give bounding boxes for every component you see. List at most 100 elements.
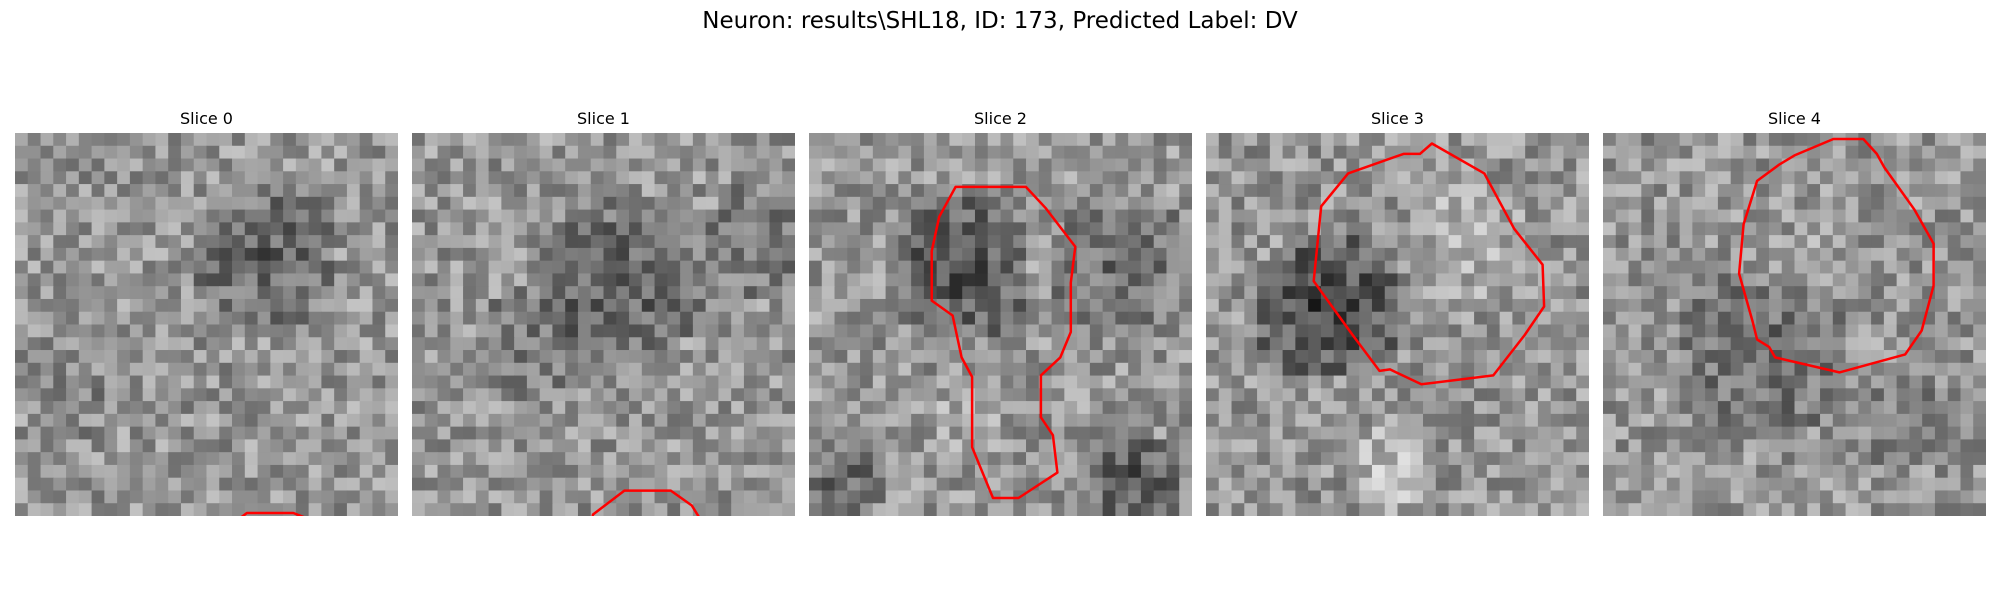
image-pixel: [1768, 388, 1783, 402]
image-pixel: [667, 133, 681, 147]
image-pixel: [1448, 452, 1462, 466]
image-pixel: [1679, 184, 1693, 198]
image-pixel: [488, 401, 502, 415]
image-pixel: [1641, 401, 1655, 415]
image-pixel: [346, 477, 361, 492]
image-pixel: [155, 426, 169, 440]
image-pixel: [1499, 490, 1513, 504]
image-pixel: [1705, 247, 1719, 262]
image-pixel: [552, 477, 566, 492]
image-pixel: [1013, 464, 1027, 479]
image-pixel: [1934, 337, 1949, 351]
image-pixel: [1576, 324, 1589, 338]
image-pixel: [1576, 222, 1589, 236]
image-pixel: [334, 260, 348, 275]
image-pixel: [295, 375, 310, 389]
image-pixel: [1435, 196, 1450, 211]
image-pixel: [1206, 133, 1220, 147]
image-pixel: [346, 490, 361, 504]
image-pixel: [872, 350, 887, 364]
image-pixel: [1666, 426, 1681, 440]
image-pixel: [1603, 196, 1617, 211]
image-pixel: [1807, 439, 1821, 453]
image-pixel: [860, 490, 874, 504]
image-pixel: [463, 439, 477, 453]
image-pixel: [1448, 171, 1462, 185]
slice-image: [412, 133, 795, 516]
image-pixel: [321, 375, 335, 389]
image-pixel: [1051, 362, 1065, 377]
image-pixel: [1666, 401, 1681, 415]
image-pixel: [1512, 464, 1526, 479]
image-pixel: [552, 247, 566, 262]
image-pixel: [501, 388, 515, 402]
image-pixel: [206, 311, 220, 326]
image-pixel: [1858, 247, 1872, 262]
image-pixel: [180, 324, 195, 338]
image-pixel: [769, 490, 783, 504]
image-pixel: [641, 452, 656, 466]
image-pixel: [168, 158, 182, 172]
image-pixel: [654, 388, 668, 402]
image-pixel: [1423, 235, 1437, 249]
image-pixel: [104, 324, 118, 338]
image-pixel: [1410, 413, 1424, 428]
image-pixel: [577, 350, 592, 364]
image-pixel: [1781, 426, 1796, 440]
image-pixel: [219, 439, 233, 453]
image-pixel: [911, 464, 925, 479]
image-pixel: [219, 298, 233, 313]
image-pixel: [1269, 452, 1284, 466]
image-pixel: [514, 401, 528, 415]
image-pixel: [860, 209, 874, 223]
image-pixel: [257, 324, 271, 338]
image-pixel: [155, 452, 169, 466]
image-pixel: [219, 133, 233, 147]
image-pixel: [1922, 439, 1936, 453]
image-pixel: [1550, 235, 1565, 249]
image-pixel: [1603, 388, 1617, 402]
image-pixel: [168, 209, 182, 223]
image-pixel: [756, 401, 771, 415]
image-pixel: [743, 324, 758, 338]
image-pixel: [1576, 145, 1589, 160]
image-pixel: [731, 413, 745, 428]
image-pixel: [270, 311, 284, 326]
image-pixel: [1883, 260, 1898, 275]
image-pixel: [450, 196, 464, 211]
image-pixel: [616, 209, 630, 223]
image-pixel: [180, 184, 195, 198]
image-pixel: [1140, 145, 1155, 160]
image-pixel: [1435, 388, 1450, 402]
image-pixel: [987, 426, 1002, 440]
image-pixel: [1512, 133, 1526, 147]
image-pixel: [1973, 235, 1986, 249]
image-pixel: [66, 158, 80, 172]
image-pixel: [180, 247, 195, 262]
image-pixel: [1423, 247, 1437, 262]
image-pixel: [809, 439, 823, 453]
image-pixel: [1179, 490, 1192, 504]
image-pixel: [872, 413, 887, 428]
image-pixel: [539, 184, 554, 198]
image-pixel: [616, 426, 630, 440]
image-pixel: [1295, 401, 1309, 415]
image-pixel: [1794, 286, 1808, 300]
image-pixel: [923, 452, 938, 466]
image-pixel: [1384, 171, 1399, 185]
image-pixel: [1832, 260, 1847, 275]
image-pixel: [1397, 260, 1411, 275]
image-pixel: [1654, 388, 1668, 402]
image-pixel: [834, 209, 848, 223]
image-pixel: [1308, 324, 1322, 338]
image-pixel: [1397, 426, 1411, 440]
image-pixel: [1000, 273, 1014, 287]
image-pixel: [155, 311, 169, 326]
image-pixel: [1820, 375, 1834, 389]
image-pixel: [1064, 426, 1078, 440]
image-pixel: [334, 439, 348, 453]
image-pixel: [1820, 273, 1834, 287]
image-pixel: [359, 503, 374, 516]
image-pixel: [1960, 362, 1974, 377]
image-pixel: [475, 413, 490, 428]
